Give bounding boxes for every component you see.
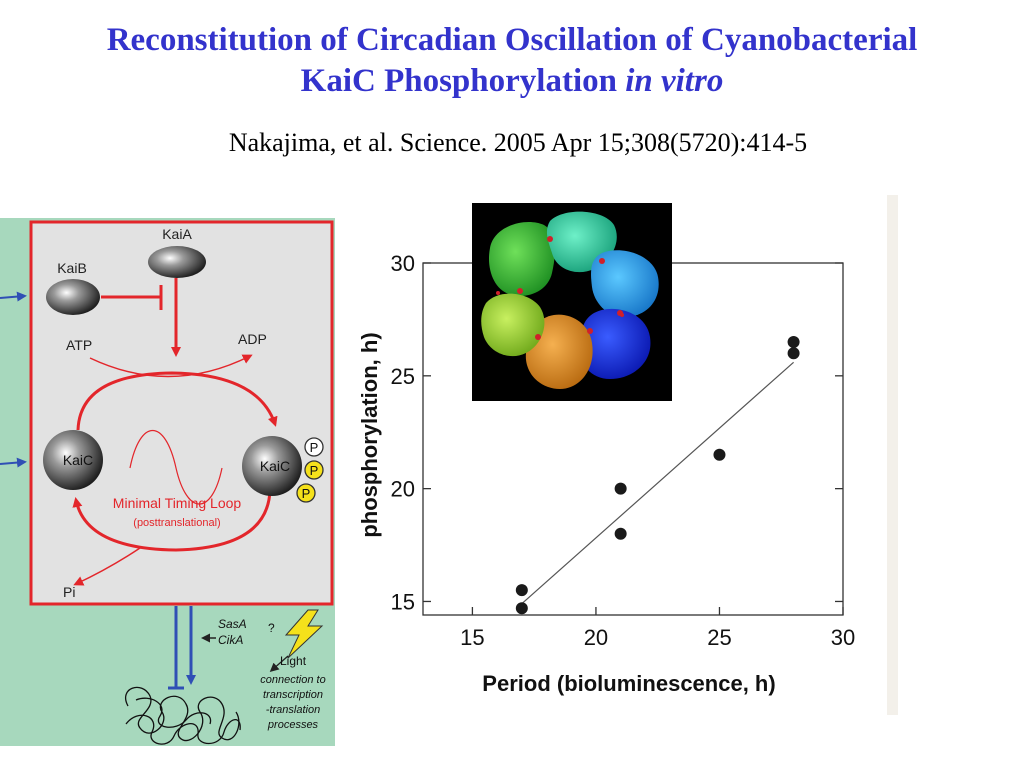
dna-tangle-icon — [125, 686, 241, 745]
x-axis-label: Period (bioluminescence, h) — [482, 671, 775, 696]
x-tick-label: 15 — [460, 625, 484, 650]
x-tick-label: 30 — [831, 625, 855, 650]
light-label: Light — [280, 654, 307, 668]
x-tick-label: 25 — [707, 625, 731, 650]
slide-title: Reconstitution of Circadian Oscillation … — [0, 20, 1024, 102]
phosphate-3-label: P — [302, 486, 311, 501]
fit-line — [521, 361, 794, 605]
subunit-cyan — [591, 250, 659, 318]
loop-sublabel: (posttranslational) — [133, 517, 220, 529]
data-point — [787, 335, 800, 348]
question-mark: ? — [268, 621, 275, 635]
input-arrow-mid — [0, 457, 27, 468]
kai-mechanism-diagram: KaiA KaiB ATP ADP Pi KaiC KaiC P P P Min… — [0, 218, 335, 746]
title-line-1: Reconstitution of Circadian Oscillation … — [106, 22, 918, 58]
data-point — [515, 602, 528, 615]
phosphorylation-arrow — [76, 371, 278, 431]
kaic-right-label: KaiC — [260, 458, 290, 474]
connection-line-3: -translation — [266, 704, 320, 716]
phosphate-2-label: P — [310, 463, 319, 478]
data-point — [614, 482, 627, 495]
kaib-label: KaiB — [57, 260, 87, 276]
data-point — [787, 347, 800, 360]
lightning-icon — [284, 609, 324, 659]
connection-line-2: transcription — [263, 689, 323, 701]
y-ticks: 15 20 25 30 — [391, 251, 843, 614]
kaic-hexamer-image — [472, 203, 672, 401]
kaic-right-sphere — [242, 436, 302, 496]
data-points — [515, 335, 800, 615]
y-tick-label: 30 — [391, 251, 415, 276]
connection-line-4: processes — [267, 719, 319, 731]
atp-label: ATP — [66, 337, 92, 353]
light-arrow — [269, 655, 289, 672]
phosphate-2 — [304, 460, 324, 480]
oscillation-wave — [129, 429, 223, 505]
atp-adp-arrow — [89, 354, 253, 378]
x-tick-label: 20 — [584, 625, 608, 650]
y-tick-label: 25 — [391, 364, 415, 389]
subunit-blue — [579, 308, 651, 379]
cika-label: CikA — [218, 633, 243, 647]
title-line-2-text: KaiC Phosphorylation — [300, 63, 626, 99]
sasa-label: SasA — [218, 617, 247, 631]
y-axis-label: phosphorylation, h) — [357, 332, 382, 537]
phosphate-3 — [296, 483, 316, 503]
input-arrow-top — [0, 291, 27, 302]
loop-label: Minimal Timing Loop — [113, 495, 242, 511]
kaia-label: KaiA — [162, 226, 192, 242]
subunit-lime — [481, 293, 545, 357]
title-line-2: KaiC Phosphorylation in vitro — [0, 61, 1024, 102]
x-ticks: 15 20 25 30 — [460, 607, 855, 650]
kaic-left-label: KaiC — [63, 452, 93, 468]
phosphate-1-label: P — [310, 440, 319, 455]
pi-label: Pi — [63, 584, 75, 600]
title-line-2-italic: in vitro — [625, 63, 724, 99]
citation: Nakajima, et al. Science. 2005 Apr 15;30… — [228, 128, 808, 157]
atp-sites — [496, 236, 624, 340]
y-tick-label: 20 — [391, 477, 415, 502]
dephosphorylation-arrow — [72, 489, 272, 552]
connection-line-1: connection to — [260, 674, 325, 686]
phosphate-1 — [304, 437, 324, 457]
y-tick-label: 15 — [391, 589, 415, 614]
adp-label: ADP — [238, 331, 267, 347]
data-point — [515, 584, 528, 597]
data-point — [614, 527, 627, 540]
kaib-sphere — [46, 279, 100, 315]
pi-arrow — [73, 547, 141, 586]
kaic-left-sphere — [43, 430, 103, 490]
subunit-green — [488, 221, 555, 297]
chart-right-edge — [887, 195, 898, 715]
kaia-sphere — [148, 246, 206, 278]
data-point — [713, 448, 726, 461]
